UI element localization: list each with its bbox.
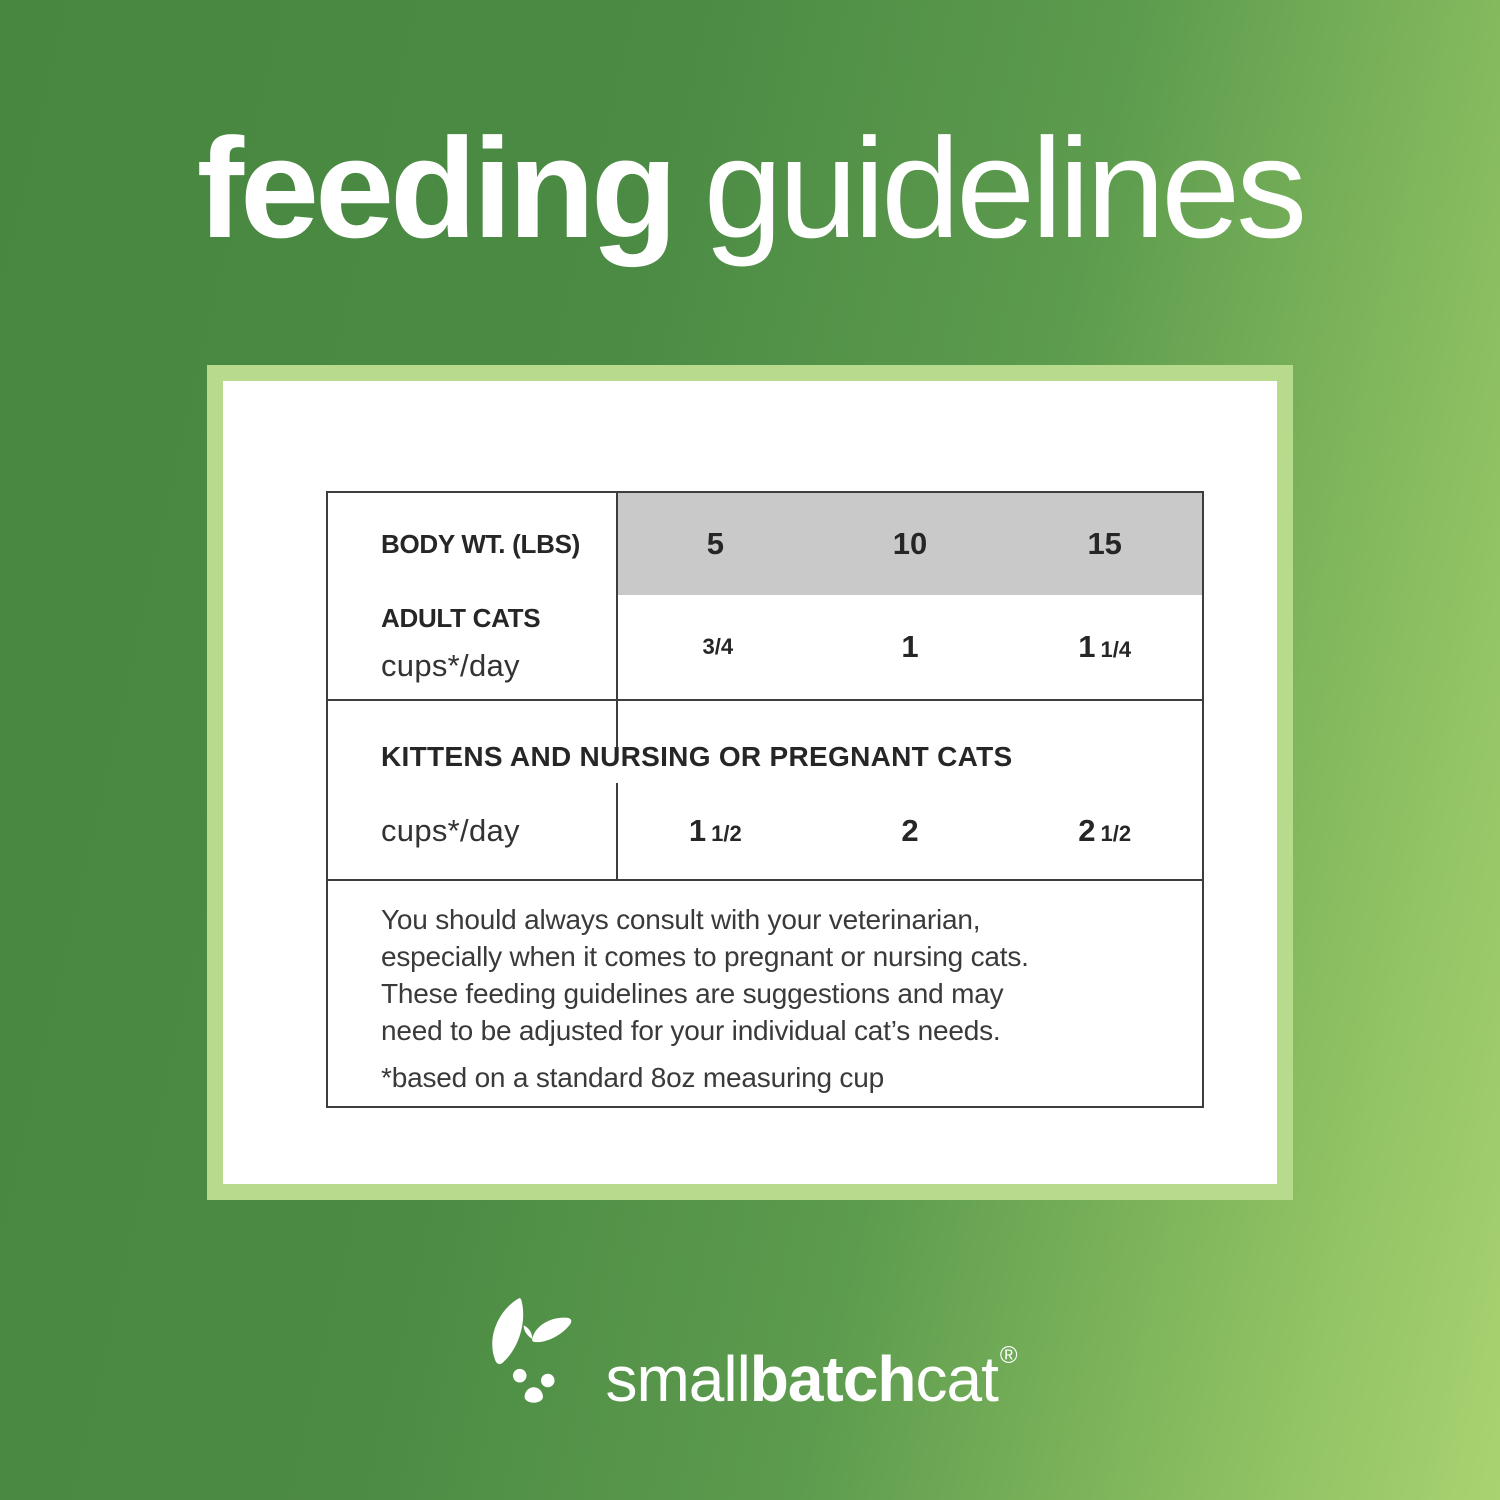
note-line: especially when it comes to pregnant or … bbox=[381, 941, 1029, 972]
note-line: These feeding guidelines are suggestions… bbox=[381, 978, 1004, 1009]
registered-trademark-icon: ® bbox=[999, 1342, 1018, 1369]
kittens-unit: cups*/day bbox=[381, 813, 520, 848]
card-inner: BODY WT. (LBS) 5 10 15 ADULT CATS cups*/… bbox=[223, 381, 1277, 1184]
adult-cats-label-cell: ADULT CATS cups*/day bbox=[328, 595, 616, 699]
adult-cats-label: ADULT CATS bbox=[381, 603, 541, 633]
kitten-value-cell: 2 1/2 bbox=[1007, 813, 1202, 849]
value-whole: 2 bbox=[901, 813, 919, 848]
value-fraction: 1/2 bbox=[1100, 821, 1132, 846]
leaf-sprout-icon bbox=[492, 1298, 572, 1403]
value-fraction: 1/2 bbox=[711, 821, 742, 846]
value-whole: 1 bbox=[901, 629, 919, 664]
value-whole: 1 bbox=[1078, 629, 1096, 664]
weight-value: 5 bbox=[706, 526, 724, 561]
kittens-values-row: cups*/day 1 1/2 2 2 1/2 bbox=[328, 783, 1202, 879]
note-line: need to be adjusted for your individual … bbox=[381, 1015, 1001, 1046]
logo-part-batch: batch bbox=[749, 1343, 917, 1415]
body-weight-label: BODY WT. (LBS) bbox=[381, 528, 580, 559]
weight-value: 10 bbox=[892, 526, 928, 561]
weight-header-band: 5 10 15 bbox=[616, 493, 1202, 595]
column-divider-stub bbox=[616, 701, 618, 747]
adult-value-cell: 1 1/4 bbox=[1007, 629, 1202, 665]
title-word-guidelines: guidelines bbox=[703, 109, 1307, 268]
adult-value-cell: 3/4 bbox=[618, 634, 813, 660]
logo-part-cat: cat bbox=[915, 1343, 998, 1415]
adult-cats-unit: cups*/day bbox=[381, 648, 520, 683]
page-title: feeding guidelines bbox=[0, 118, 1500, 260]
kitten-value-cell: 2 bbox=[813, 813, 1008, 849]
title-word-feeding: feeding bbox=[196, 109, 678, 268]
value-whole: 1 bbox=[688, 813, 707, 848]
weight-cell: 5 bbox=[618, 526, 813, 562]
body-weight-header-row: BODY WT. (LBS) 5 10 15 bbox=[328, 493, 1202, 595]
value-fraction: 1/4 bbox=[1100, 637, 1132, 662]
kittens-unit-cell: cups*/day bbox=[328, 783, 616, 879]
adult-cats-values: 3/4 1 1 1/4 bbox=[616, 595, 1202, 699]
kittens-values: 1 1/2 2 2 1/2 bbox=[616, 783, 1202, 879]
note-line: You should always consult with your vete… bbox=[381, 904, 981, 935]
logo-part-small: small bbox=[605, 1343, 750, 1415]
weight-value: 15 bbox=[1087, 526, 1122, 561]
brand-logo-text: smallbatchcat® bbox=[605, 1342, 1018, 1416]
weight-cell: 10 bbox=[813, 526, 1008, 562]
notes-section: You should always consult with your vete… bbox=[328, 879, 1202, 1106]
measuring-cup-footnote: *based on a standard 8oz measuring cup bbox=[381, 1062, 884, 1093]
weight-cell: 15 bbox=[1007, 526, 1202, 562]
value-whole: 2 bbox=[1078, 813, 1096, 848]
kitten-value-cell: 1 1/2 bbox=[618, 813, 813, 849]
value-fraction: 3/4 bbox=[702, 634, 734, 659]
adult-cats-row: ADULT CATS cups*/day 3/4 1 1 1/4 bbox=[328, 595, 1202, 699]
guidelines-card: BODY WT. (LBS) 5 10 15 ADULT CATS cups*/… bbox=[207, 365, 1293, 1200]
kittens-section: KITTENS AND NURSING OR PREGNANT CATS cup… bbox=[328, 699, 1202, 879]
brand-logo: smallbatchcat® bbox=[0, 1296, 1500, 1416]
body-weight-label-cell: BODY WT. (LBS) bbox=[328, 493, 616, 595]
feeding-table: BODY WT. (LBS) 5 10 15 ADULT CATS cups*/… bbox=[326, 491, 1204, 1108]
adult-value-cell: 1 bbox=[813, 629, 1008, 665]
kittens-label: KITTENS AND NURSING OR PREGNANT CATS bbox=[381, 741, 1013, 772]
